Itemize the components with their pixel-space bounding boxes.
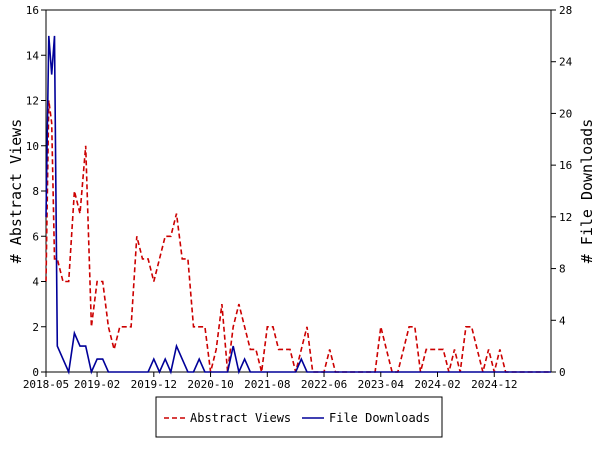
right-axis-tick-label: 20: [559, 107, 572, 120]
x-axis-tick-label: 2023-04: [358, 378, 405, 391]
right-axis-tick-label: 4: [559, 314, 566, 327]
right-axis-title: # File Downloads: [578, 119, 596, 264]
left-axis-tick-label: 14: [26, 49, 40, 62]
x-axis-tick-label: 2020-10: [187, 378, 233, 391]
x-axis-tick-label: 2019-12: [131, 378, 177, 391]
legend-label-abstract-views: Abstract Views: [190, 411, 291, 425]
plot-area: [45, 9, 552, 373]
right-axis-tick-label: 0: [559, 366, 566, 379]
left-axis-tick-label: 2: [32, 321, 39, 334]
left-axis-tick-label: 8: [32, 185, 39, 198]
plot-frame: [45, 9, 552, 373]
series-line-file-downloads: [45, 35, 551, 375]
right-axis-tick-label: 12: [559, 211, 572, 224]
right-axis-tick-label: 8: [559, 263, 566, 276]
x-axis-tick-label: 2024-12: [471, 378, 517, 391]
right-axis-tick-label: 16: [559, 159, 572, 172]
left-axis-tick-label: 16: [26, 4, 39, 17]
legend: Abstract Views File Downloads: [155, 396, 443, 438]
left-axis-tick-label: 4: [32, 276, 39, 289]
left-axis-tick-label: 12: [26, 95, 39, 108]
x-axis-tick-label: 2019-02: [74, 378, 120, 391]
x-axis-tick-label: 2021-08: [244, 378, 290, 391]
legend-label-file-downloads: File Downloads: [329, 411, 430, 425]
legend-box: [155, 396, 443, 438]
left-axis-tick-label: 6: [32, 230, 39, 243]
series-line-abstract-views: [45, 100, 551, 373]
x-axis-tick-label: 2024-02: [414, 378, 460, 391]
left-axis-tick-label: 0: [32, 366, 39, 379]
x-axis-tick-label: 2018-05: [23, 378, 69, 391]
left-axis-title: # Abstract Views: [7, 119, 25, 264]
right-axis-tick-label: 28: [559, 4, 572, 17]
right-axis-tick-label: 24: [559, 56, 573, 69]
x-axis-tick-label: 2022-06: [301, 378, 347, 391]
left-axis-tick-label: 10: [26, 140, 39, 153]
series-layer: [45, 35, 551, 375]
